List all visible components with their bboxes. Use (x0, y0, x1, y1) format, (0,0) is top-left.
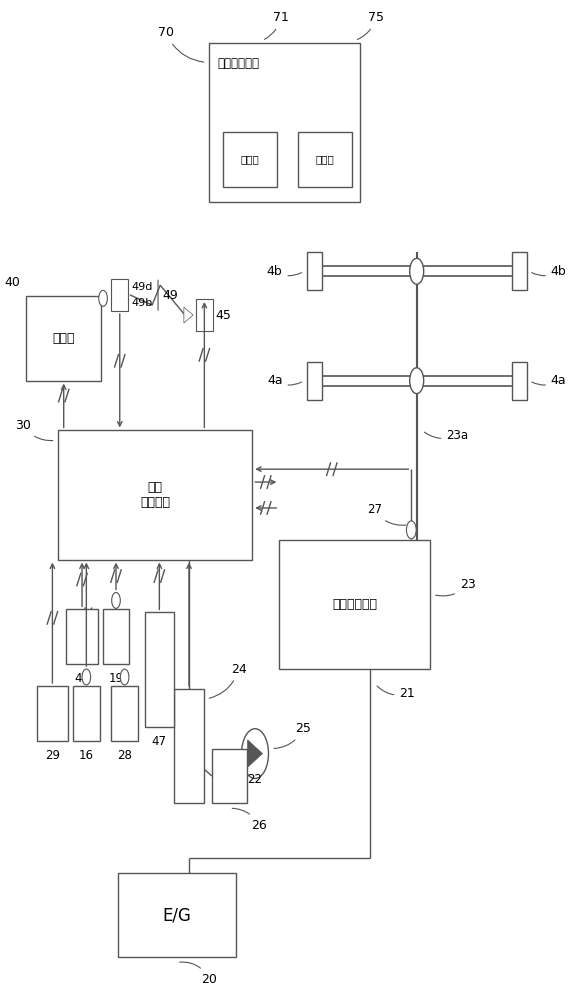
Bar (307, 252, 322, 290)
Circle shape (242, 729, 269, 778)
Text: 48: 48 (75, 672, 89, 685)
Text: 动力传递机构: 动力传递机构 (332, 598, 377, 611)
Text: 4b: 4b (267, 265, 302, 278)
Circle shape (410, 258, 424, 284)
Text: 4a: 4a (532, 374, 567, 387)
Circle shape (99, 290, 108, 306)
Text: 16: 16 (79, 749, 94, 762)
Bar (59, 430, 252, 560)
Text: 19: 19 (109, 672, 123, 685)
Bar (111, 279, 129, 311)
Text: 输入部: 输入部 (240, 154, 259, 164)
Bar (102, 609, 130, 664)
Text: 49b: 49b (131, 298, 152, 308)
Bar (279, 540, 430, 669)
Text: 30: 30 (15, 419, 53, 441)
Text: 75: 75 (357, 11, 384, 40)
Text: E/G: E/G (162, 906, 191, 924)
Text: 49: 49 (162, 289, 178, 302)
Text: 显示部: 显示部 (52, 332, 75, 345)
Text: 29: 29 (45, 749, 60, 762)
Bar (212, 749, 247, 803)
Text: 26: 26 (232, 808, 267, 832)
Text: 第一
处理装置: 第一 处理装置 (141, 481, 170, 509)
Circle shape (120, 669, 129, 685)
Text: 28: 28 (117, 749, 132, 762)
Bar (209, 43, 360, 202)
Polygon shape (248, 740, 262, 767)
Bar (37, 686, 68, 741)
Bar (196, 299, 213, 331)
Bar (145, 612, 174, 727)
Text: 24: 24 (209, 663, 246, 698)
Bar (174, 689, 204, 803)
Text: 40: 40 (5, 276, 20, 289)
Text: 23: 23 (435, 578, 476, 596)
Bar (118, 873, 236, 957)
Text: 71: 71 (265, 11, 288, 39)
Circle shape (112, 592, 120, 608)
Text: 4a: 4a (267, 374, 302, 387)
Text: 47: 47 (152, 735, 167, 748)
Bar (512, 362, 527, 400)
Circle shape (410, 368, 424, 394)
Text: 49d: 49d (131, 282, 152, 292)
Text: 45: 45 (216, 309, 232, 322)
Bar (67, 609, 98, 664)
Text: 27: 27 (366, 503, 406, 525)
Bar (73, 686, 100, 741)
Bar (307, 362, 322, 400)
Text: 第二处理装置: 第二处理装置 (217, 57, 259, 70)
Polygon shape (184, 307, 193, 323)
Circle shape (82, 669, 90, 685)
Text: 25: 25 (274, 722, 311, 748)
Text: 22: 22 (248, 773, 262, 786)
Text: 20: 20 (180, 962, 217, 986)
Bar (298, 132, 352, 187)
Bar (222, 132, 277, 187)
Text: 显示部: 显示部 (316, 154, 335, 164)
Circle shape (406, 521, 416, 539)
Text: 70: 70 (158, 26, 204, 62)
Bar (26, 296, 101, 381)
Text: 4b: 4b (532, 265, 567, 278)
Bar (111, 686, 138, 741)
Text: 21: 21 (377, 686, 415, 700)
Text: 23a: 23a (424, 429, 468, 442)
Bar (512, 252, 527, 290)
